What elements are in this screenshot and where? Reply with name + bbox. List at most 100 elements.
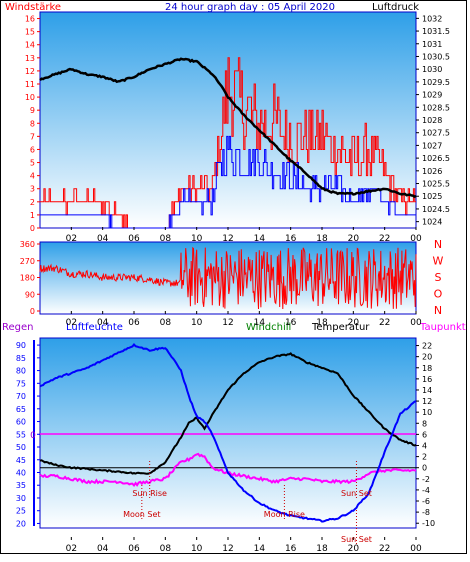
- x-tick-label: 22: [379, 234, 390, 244]
- dir-tick-label: 90: [25, 290, 35, 299]
- x-tick-label: 02: [66, 544, 77, 554]
- y-left-tick-label: 12: [25, 67, 35, 76]
- x-tick-label: 04: [97, 234, 109, 244]
- x-tick-label: 14: [254, 544, 266, 554]
- temperature-series-line: [39, 352, 417, 475]
- compass-label: N: [434, 238, 442, 251]
- temp-tick-label: -10: [422, 519, 435, 528]
- label-windchill: Windchill: [246, 322, 291, 333]
- y-right-tick-label: 1028: [422, 116, 442, 125]
- hum-tick-label: 45: [16, 456, 26, 465]
- x-tick-label: 04: [97, 318, 109, 328]
- x-tick-label: 06: [128, 234, 140, 244]
- humidity-series-line: [39, 342, 417, 523]
- x-tick-label: 10: [191, 544, 203, 554]
- y-right-tick-label: 1024: [422, 218, 442, 227]
- y-left-tick-label: 1: [30, 211, 35, 220]
- direction-series-line: [39, 246, 417, 310]
- x-tick-label: 22: [379, 318, 390, 328]
- y-left-tick-label: 13: [25, 54, 35, 63]
- chart-title: 24 hour graph day : 05 April 2020: [165, 2, 335, 13]
- y-right-tick-label: 1026: [422, 167, 442, 176]
- hum-tick-label: 40: [16, 468, 26, 477]
- y-left-tick-label: 9: [30, 106, 35, 115]
- x-tick-label: 08: [160, 318, 172, 328]
- left-label-windstaerke: Windstärke: [5, 2, 61, 13]
- x-tick-label: 18: [316, 544, 328, 554]
- x-tick-label: 02: [66, 318, 77, 328]
- x-tick-label: 10: [191, 318, 203, 328]
- hum-tick-label: 75: [16, 379, 26, 388]
- temp-tick-label: -2: [422, 475, 430, 484]
- temp-tick-label: 4: [422, 441, 427, 450]
- temp-tick-label: 16: [422, 375, 432, 384]
- x-tick-label: 06: [128, 544, 140, 554]
- x-tick-label: 00: [410, 318, 422, 328]
- x-tick-label: 12: [222, 544, 233, 554]
- y-right-tick-label: 1024.5: [422, 205, 450, 214]
- y-left-tick-label: 14: [25, 41, 35, 50]
- hum-tick-label: 20: [16, 519, 26, 528]
- y-right-tick-label: 1025: [422, 192, 442, 201]
- x-tick-label: 08: [160, 234, 172, 244]
- compass-label: O: [434, 288, 443, 301]
- y-right-tick-label: 1031.5: [422, 27, 450, 36]
- x-tick-label: 20: [348, 234, 360, 244]
- hum-tick-label: 35: [16, 481, 26, 490]
- x-tick-label: 18: [316, 234, 328, 244]
- temp-tick-label: 8: [422, 419, 427, 428]
- wind-series-line: [40, 135, 416, 229]
- label-regen: Regen: [2, 322, 34, 333]
- hum-tick-label: 55: [16, 430, 26, 439]
- y-left-tick-label: 4: [30, 172, 35, 181]
- x-tick-label: 14: [254, 234, 266, 244]
- dir-tick-label: 360: [20, 240, 35, 249]
- y-left-tick-label: 11: [25, 80, 35, 89]
- y-right-tick-label: 1030.5: [422, 52, 450, 61]
- y-right-tick-label: 1025.5: [422, 180, 450, 189]
- compass-label: N: [434, 304, 442, 317]
- panel3-bg: [39, 337, 417, 529]
- temp-tick-label: 2: [422, 453, 427, 462]
- temp-tick-label: -8: [422, 508, 430, 517]
- x-tick-label: 12: [222, 234, 233, 244]
- y-right-tick-label: 1028.5: [422, 103, 450, 112]
- y-left-tick-label: 2: [30, 198, 35, 207]
- temp-tick-label: 20: [422, 353, 432, 362]
- x-tick-label: 12: [222, 318, 233, 328]
- temp-tick-label: 18: [422, 364, 432, 373]
- label-taupunkt: Taupunkt: [419, 322, 466, 333]
- temp-tick-label: 22: [422, 342, 432, 351]
- x-tick-label: 14: [254, 318, 266, 328]
- x-tick-label: 16: [285, 318, 297, 328]
- hum-tick-label: 85: [16, 354, 26, 363]
- dir-tick-label: 0: [30, 307, 35, 316]
- annotation-label: Sun Set: [341, 535, 372, 544]
- y-right-tick-label: 1026.5: [422, 154, 450, 163]
- annotation-label: Sun Rise: [132, 489, 167, 498]
- hum-tick-label: 80: [16, 367, 26, 376]
- annotation-label: Moon Rise: [264, 510, 305, 519]
- y-left-tick-label: 0: [30, 224, 35, 233]
- hum-tick-label: 90: [16, 341, 26, 350]
- hum-tick-label: 65: [16, 405, 26, 414]
- annotation-label: Moon Set: [123, 510, 160, 519]
- y-left-tick-label: 16: [25, 15, 35, 24]
- label-temperatur: Temperatur: [311, 322, 370, 333]
- pressure-series-line: [39, 57, 417, 198]
- y-left-tick-label: 5: [30, 159, 35, 168]
- y-right-tick-label: 1030: [422, 65, 442, 74]
- x-tick-label: 08: [160, 544, 172, 554]
- y-left-tick-label: 10: [25, 93, 35, 102]
- annotation-label: Sun Set: [341, 489, 372, 498]
- dir-tick-label: 180: [20, 274, 35, 283]
- y-right-tick-label: 1027.5: [422, 129, 450, 138]
- hum-tick-label: 70: [16, 392, 26, 401]
- temp-tick-label: 14: [422, 386, 432, 395]
- hum-tick-label: 50: [16, 443, 26, 452]
- x-tick-label: 18: [316, 318, 328, 328]
- compass-label: W: [433, 255, 444, 268]
- x-tick-label: 20: [348, 544, 360, 554]
